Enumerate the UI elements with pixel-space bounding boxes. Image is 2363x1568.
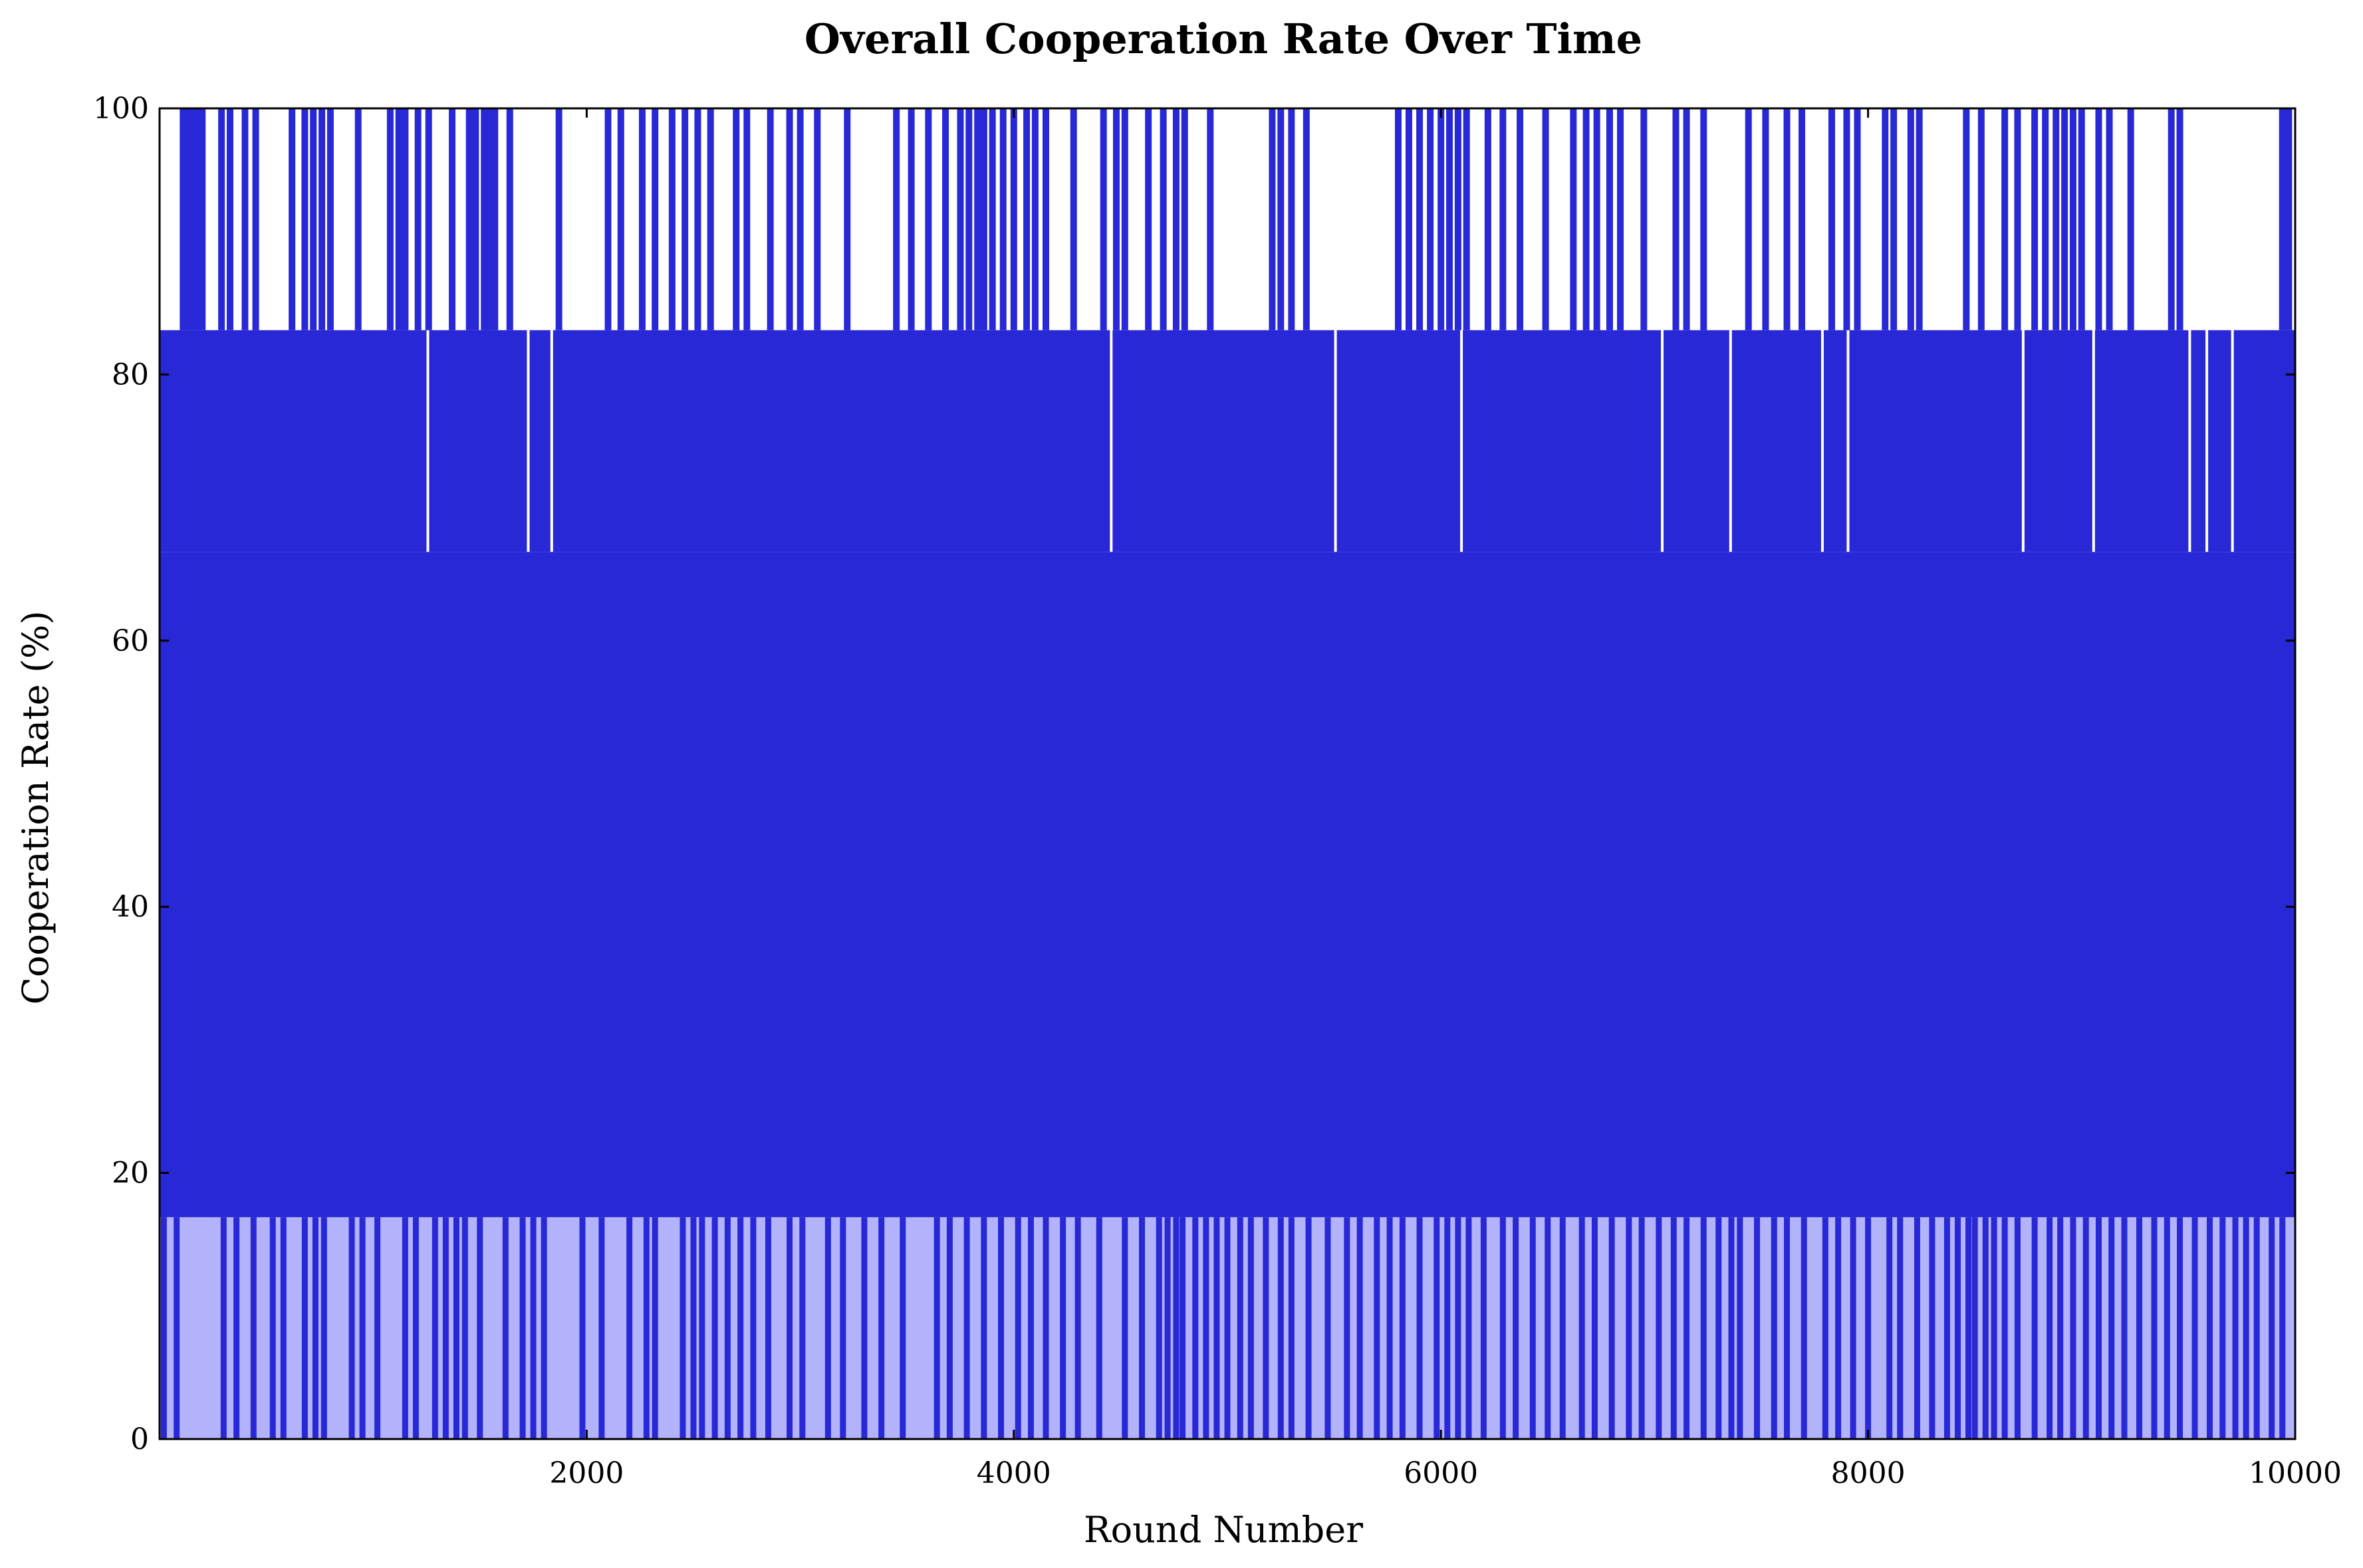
upper-band-gap xyxy=(527,328,530,552)
upper-band-gap xyxy=(2021,328,2025,552)
upper-band-gap xyxy=(1729,328,1732,552)
y-axis: 0 20 40 60 80 100 xyxy=(93,92,2295,1456)
upper-band-gap xyxy=(426,328,430,552)
y-tick-label: 0 xyxy=(130,1422,149,1456)
upper-band-gap xyxy=(1110,328,1113,552)
y-tick-label: 40 xyxy=(112,890,149,924)
upper-band-gap xyxy=(550,328,553,552)
plot-frame xyxy=(158,107,2297,1440)
y-tick-label: 100 xyxy=(93,92,149,126)
x-axis-label: Round Number xyxy=(1084,1509,1363,1551)
upper-band-gap xyxy=(1661,328,1664,552)
upper-band-gap xyxy=(2188,328,2191,552)
upper-band-gap xyxy=(1460,328,1463,552)
x-tick-label: 6000 xyxy=(1404,1456,1478,1490)
y-tick-label: 20 xyxy=(112,1157,149,1190)
upper-band-gap xyxy=(1846,328,1850,552)
x-tick-label: 8000 xyxy=(1831,1456,1906,1490)
x-tick-label: 10000 xyxy=(2249,1456,2342,1490)
chart-title: Overall Cooperation Rate Over Time xyxy=(805,15,1642,63)
series-band xyxy=(160,328,2295,1218)
dense-band xyxy=(160,552,2295,1218)
y-tick-label: 60 xyxy=(112,624,149,658)
y-axis-label: Cooperation Rate (%) xyxy=(15,611,57,1005)
plot-area xyxy=(160,108,2295,1439)
y-tick-label: 80 xyxy=(112,358,149,392)
series-spikes xyxy=(160,108,2293,1439)
x-axis: 2000 4000 6000 8000 10000 xyxy=(549,108,2342,1490)
upper-band-gap xyxy=(2205,328,2209,552)
upper-band-gap xyxy=(2231,328,2234,552)
upper-band-gap xyxy=(1820,328,1824,552)
upper-band xyxy=(160,330,2295,552)
upper-band-gap xyxy=(2092,328,2095,552)
x-tick-label: 2000 xyxy=(549,1456,624,1490)
x-tick-label: 4000 xyxy=(977,1456,1051,1490)
upper-band-gap xyxy=(1334,328,1337,552)
